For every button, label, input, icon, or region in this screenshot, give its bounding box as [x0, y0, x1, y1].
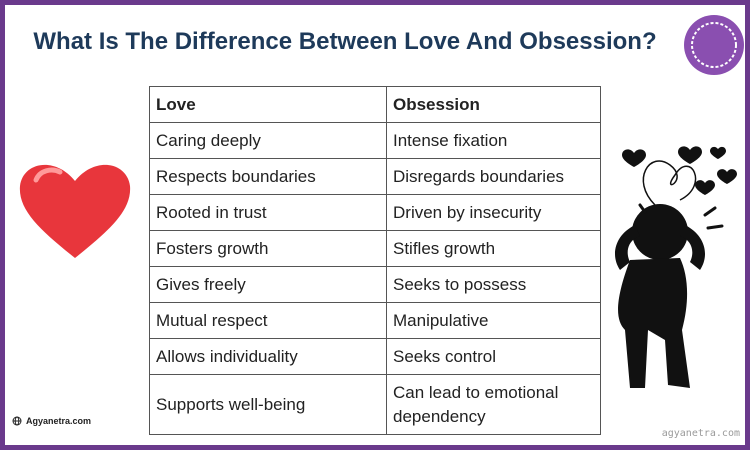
table-row: Fosters growth Stifles growth — [149, 230, 601, 267]
table-cell: Driven by insecurity — [386, 194, 601, 231]
table-cell: Gives freely — [149, 266, 387, 303]
table-cell: Disregards boundaries — [386, 158, 601, 195]
heart-shine — [33, 167, 63, 183]
site-text: Agyanetra.com — [26, 416, 92, 426]
heart — [19, 164, 131, 258]
watermark: agyanetra.com — [661, 428, 740, 439]
table-row: Rooted in trust Driven by insecurity — [149, 194, 601, 231]
table-cell: Can lead to emotional dependency — [386, 374, 601, 435]
table-cell: Manipulative — [386, 302, 601, 339]
scribble — [642, 160, 697, 206]
table-cell: Mutual respect — [149, 302, 387, 339]
logo-ring — [691, 22, 737, 68]
title: What Is The Difference Between Love And … — [33, 28, 657, 55]
comparison-table: Love Obsession Caring deeply Intense fixa… — [149, 86, 601, 435]
table-cell: Stifles growth — [386, 230, 601, 267]
table-row: Supports well-being Can lead to emotional… — [149, 374, 601, 435]
column-header: Love — [149, 86, 387, 123]
table-row: Respects boundaries Disregards boundaries — [149, 158, 601, 195]
table-cell: Seeks control — [386, 338, 601, 375]
table-cell: Intense fixation — [386, 122, 601, 159]
table-row: Allows individuality Seeks control — [149, 338, 601, 375]
stress-lines — [638, 203, 724, 230]
header-row: Love Obsession — [149, 86, 601, 123]
table-row: Caring deeply Intense fixation — [149, 122, 601, 159]
figure — [615, 146, 737, 388]
table-cell: Rooted in trust — [149, 194, 387, 231]
table-cell: Caring deeply — [149, 122, 387, 159]
globe-icon — [12, 416, 22, 426]
table-row: Gives freely Seeks to possess — [149, 266, 601, 303]
table-row: Mutual respect Manipulative — [149, 302, 601, 339]
site-credit: Agyanetra.com — [12, 416, 91, 426]
column-header: Obsession — [386, 86, 601, 123]
table-cell: Fosters growth — [149, 230, 387, 267]
table-cell: Supports well-being — [149, 374, 387, 435]
table-cell: Allows individuality — [149, 338, 387, 375]
table-cell: Seeks to possess — [386, 266, 601, 303]
table-cell: Respects boundaries — [149, 158, 387, 195]
